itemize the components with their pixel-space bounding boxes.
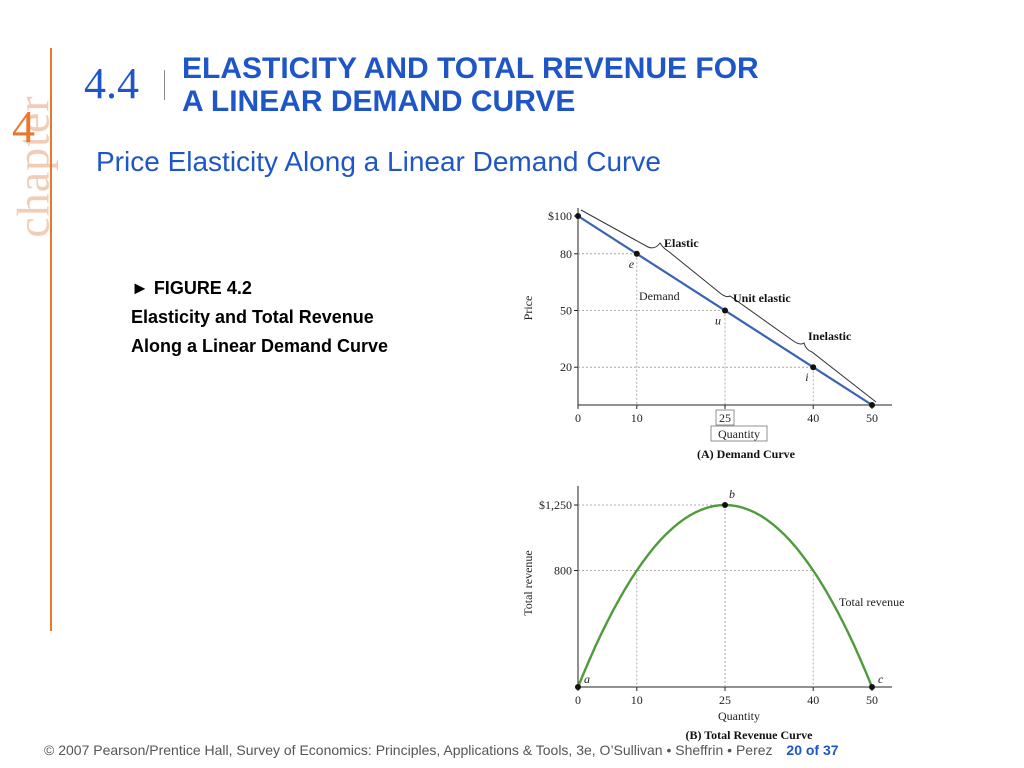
demand-x-tick-label: 50 (866, 411, 878, 425)
page-number: 20 of 37 (786, 742, 839, 758)
section-separator (164, 70, 165, 100)
demand-annotation-unit-elastic: Unit elastic (733, 291, 791, 305)
footer: © 2007 Pearson/Prentice Hall, Survey of … (44, 742, 839, 758)
demand-x-tick-label: 10 (631, 411, 643, 425)
demand-point-label-i: i (805, 370, 808, 384)
demand-y-tick-label: $100 (548, 209, 572, 223)
demand-endpoint-top (575, 213, 581, 219)
demand-x-tick-highlight (715, 409, 735, 426)
slide-title-line-2: A LINEAR DEMAND CURVE (182, 85, 576, 118)
total-revenue-line (576, 503, 874, 688)
demand-endpoint-bottom (869, 402, 875, 408)
chapter-divider (50, 48, 52, 631)
revenue-y-tick-label: 800 (554, 564, 572, 578)
revenue-x-tick-label: 10 (631, 693, 643, 707)
demand-y-axis-title: Price (521, 296, 535, 321)
demand-chart-caption: (A) Demand Curve (697, 447, 796, 461)
demand-point-u (722, 307, 728, 314)
section-number: 4.4 (84, 59, 139, 108)
demand-y-tick-label: 80 (560, 247, 572, 261)
demand-series-label: Demand (639, 289, 680, 303)
elasticity-bracket (580, 209, 877, 403)
revenue-x-tick-label: 40 (807, 693, 819, 707)
revenue-point-b (722, 502, 728, 508)
demand-x-tick-label: 0 (575, 411, 581, 425)
figure-title-line-1: Elasticity and Total Revenue (131, 307, 374, 327)
revenue-y-tick-label: $1,250 (539, 498, 572, 512)
revenue-x-axis-title: Quantity (718, 709, 760, 723)
demand-point-e (633, 250, 640, 257)
slide-subtitle: Price Elasticity Along a Linear Demand C… (96, 146, 661, 177)
copyright-text: © 2007 Pearson/Prentice Hall, Survey of … (44, 742, 773, 758)
revenue-x-tick-label: 50 (866, 693, 878, 707)
demand-annotation-inelastic: Inelastic (808, 329, 852, 343)
revenue-point-label-a: a (584, 672, 590, 686)
slide-title-line-1: ELASTICITY AND TOTAL REVENUE FOR (182, 52, 759, 85)
figure-caption: ► FIGURE 4.2 Elasticity and Total Revenu… (131, 274, 388, 361)
demand-point-label-u: u (715, 314, 721, 328)
revenue-y-axis-title: Total revenue (521, 550, 535, 615)
demand-y-tick-label: 50 (560, 304, 572, 318)
figure-title-line-2: Along a Linear Demand Curve (131, 336, 389, 356)
demand-y-tick-label: 20 (560, 360, 572, 374)
revenue-point-label-c: c (878, 672, 884, 686)
demand-x-tick-label: 40 (807, 411, 819, 425)
demand-annotation-elastic: Elastic (664, 236, 699, 250)
revenue-point-label-b: b (729, 487, 735, 501)
figure-number: ► FIGURE 4.2 (131, 278, 252, 298)
revenue-point-a (575, 684, 581, 690)
slide-title: ELASTICITY AND TOTAL REVENUE FOR A LINEA… (182, 52, 882, 118)
demand-x-title-box (710, 425, 768, 442)
demand-point-i (810, 364, 817, 371)
revenue-x-tick-label: 0 (575, 693, 581, 707)
revenue-point-c (869, 684, 875, 690)
revenue-x-tick-label: 25 (719, 693, 731, 707)
revenue-series-label: Total revenue (839, 595, 904, 609)
demand-x-tick-label: 25 (719, 411, 731, 425)
demand-point-label-e: e (629, 257, 635, 271)
chapter-number: 4 (12, 101, 35, 152)
revenue-chart-caption: (B) Total Revenue Curve (686, 728, 814, 742)
demand-x-axis-title: Quantity (718, 427, 760, 441)
